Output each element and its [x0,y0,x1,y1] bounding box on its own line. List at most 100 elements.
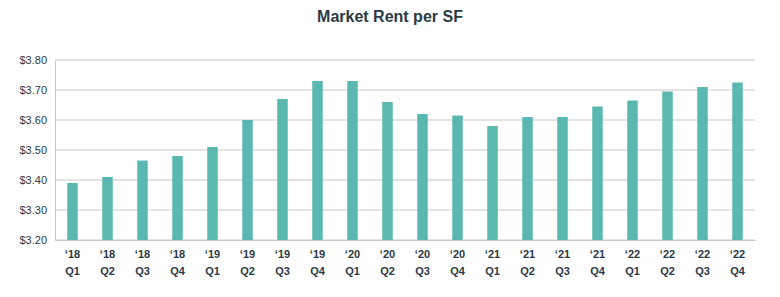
x-tick-label: ‘19Q3 [275,248,290,277]
x-tick-label: ‘18Q2 [100,248,115,277]
bar [242,120,253,240]
x-tick-label-line: Q4 [590,265,606,277]
x-tick: ‘20Q3 [415,240,430,277]
y-tick: $3.60 [19,114,55,126]
x-tick-label-line: ‘18 [170,248,185,260]
x-tick-label-line: ‘20 [380,248,395,260]
x-tick: ‘20Q1 [345,240,360,277]
x-tick-label: ‘21Q3 [555,248,570,277]
x-tick-label-line: ‘22 [695,248,710,260]
x-tick-label: ‘21Q1 [485,248,500,277]
grid-line [55,150,755,151]
x-tick-label: ‘18Q3 [135,248,150,277]
x-tick-label-line: Q4 [310,265,326,277]
plot: $3.20$3.30$3.40$3.50$3.60$3.70$3.80‘18Q1… [19,54,755,277]
grid-line [55,90,755,91]
y-tick: $3.20 [19,234,55,246]
x-tick-label-line: Q2 [520,265,535,277]
chart: Market Rent per SF $3.20 $3.30 $3.40 $3.50 $3… [0,0,780,297]
x-tick-label-line: ‘19 [310,248,325,260]
grid-line [55,120,755,121]
y-tick-label: $3.70 [19,84,47,96]
y-tick: $3.50 [19,144,55,156]
x-tick: ‘22Q4 [730,240,746,277]
bar [382,102,393,240]
x-tick-label-line: Q3 [695,265,710,277]
grid-line [55,210,755,211]
bar [452,116,463,241]
x-tick: ‘21Q2 [520,240,535,277]
y-tick-label: $3.20 [19,234,47,246]
x-tick: ‘18Q2 [100,240,115,277]
x-axis: ‘18Q1‘18Q2‘18Q3‘18Q4‘19Q1‘19Q2‘19Q3‘19Q4… [56,240,756,277]
x-tick-label-line: Q3 [135,265,150,277]
x-tick: ‘22Q1 [625,240,640,277]
x-tick-label-line: Q4 [730,265,746,277]
y-tick-label: $3.50 [19,144,47,156]
x-tick-label: ‘19Q1 [205,248,220,277]
y-axis-line [55,61,56,241]
x-tick-label-line: ‘21 [555,248,570,260]
bar [277,99,288,240]
bar [102,177,113,240]
bar [207,147,218,240]
x-tick: ‘21Q4 [590,240,606,277]
x-tick-label: ‘22Q4 [730,248,746,277]
x-tick-label-line: ‘21 [590,248,605,260]
x-tick: ‘19Q4 [310,240,326,277]
x-tick-label-line: Q4 [450,265,466,277]
bar [732,83,743,241]
y-axis: $3.20$3.30$3.40$3.50$3.60$3.70$3.80 [19,54,55,246]
x-tick-label-line: Q1 [205,265,220,277]
x-tick-label-line: ‘20 [450,248,465,260]
x-tick-label-line: Q2 [100,265,115,277]
x-tick-label: ‘20Q1 [345,248,360,277]
bar [137,161,148,241]
bars [67,81,743,240]
x-tick-label-line: ‘18 [135,248,150,260]
x-tick-label-line: Q2 [660,265,675,277]
x-tick-label: ‘21Q4 [590,248,606,277]
bar [347,81,358,240]
x-tick-label-line: ‘21 [520,248,535,260]
y-tick: $3.30 [19,204,55,216]
x-tick-label: ‘21Q2 [520,248,535,277]
grid-line [55,180,755,181]
bar [172,156,183,240]
x-tick-label: ‘18Q4 [170,248,186,277]
x-tick-label-line: ‘18 [100,248,115,260]
bar [557,117,568,240]
title: Market Rent per SF [317,8,463,25]
x-tick-label-line: ‘20 [345,248,360,260]
x-tick-label: ‘20Q2 [380,248,395,277]
x-tick-label-line: ‘22 [625,248,640,260]
bar [487,126,498,240]
x-tick: ‘21Q1 [485,240,500,277]
grid-line [55,240,755,241]
x-tick-label-line: Q1 [625,265,640,277]
y-tick: $3.40 [19,174,55,186]
x-tick: ‘21Q3 [555,240,570,277]
x-tick-label-line: Q2 [240,265,255,277]
x-tick-label-line: ‘19 [240,248,255,260]
bar [312,81,323,240]
x-tick-label: ‘19Q2 [240,248,255,277]
x-tick: ‘19Q3 [275,240,290,277]
bar [697,87,708,240]
x-tick: ‘22Q2 [660,240,675,277]
x-tick-label-line: ‘19 [205,248,220,260]
x-tick-label-line: Q2 [380,265,395,277]
x-tick: ‘18Q1 [65,240,80,277]
x-tick-label-line: Q1 [485,265,500,277]
x-tick-label-line: ‘22 [730,248,745,260]
bar [662,92,673,241]
x-tick-label-line: Q1 [65,265,80,277]
y-tick-label: $3.60 [19,114,47,126]
x-tick-label-line: Q3 [415,265,430,277]
x-tick-label: ‘22Q3 [695,248,710,277]
x-tick-label: ‘19Q4 [310,248,326,277]
x-tick-label-line: Q3 [555,265,570,277]
x-tick-label-line: ‘22 [660,248,675,260]
bar [627,101,638,241]
x-axis-line [56,240,756,241]
